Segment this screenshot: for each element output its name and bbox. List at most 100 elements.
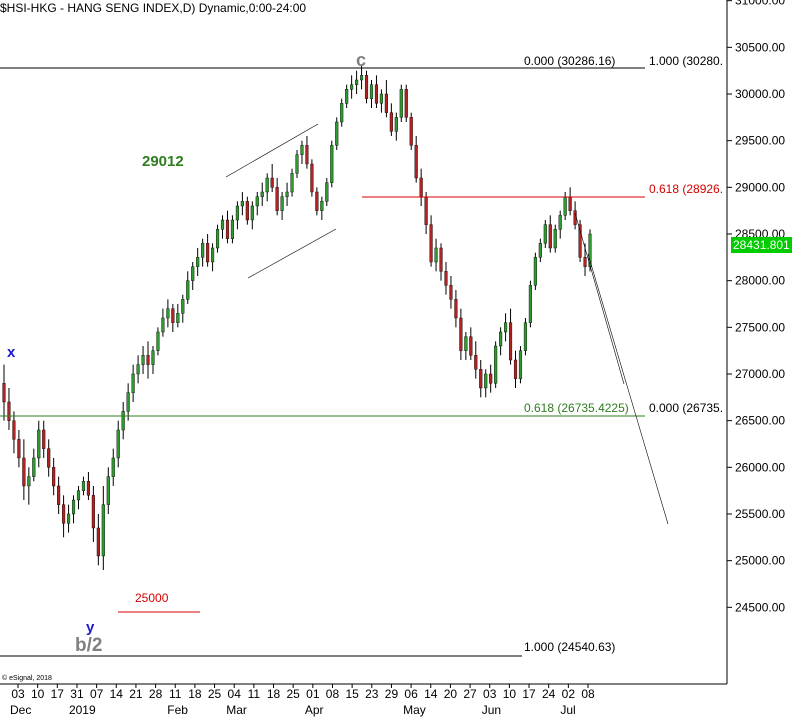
candle-body [76, 490, 81, 501]
candle-body [300, 145, 304, 155]
x-tick-label: 18 [188, 687, 202, 701]
candle-body [181, 299, 185, 314]
candle-body [444, 271, 448, 286]
fib-label-618-red: 0.618 (28926. [649, 182, 723, 196]
y-tick-label: 25500.00 [735, 507, 785, 521]
candle-body [335, 121, 339, 146]
candle-body [355, 79, 359, 85]
x-tick-label: 25 [286, 687, 300, 701]
x-axis-ticks: 03 10 17 31 07 14 21 28 11 18 25 04 11 18 25 01 08 15 23 29… [11, 684, 595, 701]
candle-body [71, 499, 76, 515]
x-month-label: Apr [305, 703, 324, 717]
wave-b2-label: b/2 [75, 635, 102, 656]
candle-body [424, 196, 428, 225]
candle-body [394, 117, 398, 132]
candle-body [464, 336, 468, 351]
candle-body [533, 257, 537, 286]
candle-body [374, 84, 379, 104]
candle-body [240, 201, 244, 207]
candles [2, 66, 592, 570]
level-25000-label: 25000 [135, 591, 169, 605]
candle-body [52, 467, 56, 487]
y-tick-label: 30500.00 [735, 40, 785, 54]
x-tick-label: 17 [522, 687, 536, 701]
candle-body [508, 322, 513, 361]
candle-body [7, 401, 11, 421]
x-tick-label: 02 [562, 687, 576, 701]
candle-body [364, 75, 369, 99]
candle-body [211, 247, 215, 263]
y-tick-label: 30000.00 [735, 87, 785, 101]
candle-body [260, 191, 264, 197]
candle-body [484, 373, 488, 389]
x-month-label: Jun [482, 703, 501, 717]
x-tick-label: 03 [483, 687, 497, 701]
target-29012-label: 29012 [142, 153, 184, 170]
candle-body [543, 224, 547, 244]
candle-body [22, 457, 26, 487]
candle-body [330, 145, 334, 183]
y-tick-label: 25000.00 [735, 554, 785, 568]
candle-body [404, 89, 408, 118]
x-tick-label: 06 [404, 687, 418, 701]
candle-body [27, 476, 31, 487]
x-tick-label: 29 [385, 687, 399, 701]
x-axis-month-labels: Dec 2019 Feb Mar Apr May Jun Jul [10, 703, 576, 717]
y-tick-label: 26000.00 [735, 460, 785, 474]
wave-y-label: y [86, 619, 95, 636]
projection-line-2 [587, 253, 669, 525]
candle-body [156, 331, 160, 351]
candle-body [206, 243, 210, 263]
candle-body [86, 481, 90, 496]
candle-body [2, 383, 6, 403]
x-tick-label: 08 [326, 687, 340, 701]
candle-body [280, 196, 284, 211]
candle-body [131, 373, 135, 393]
x-month-label: Dec [10, 703, 31, 717]
candle-body [245, 201, 249, 221]
candle-body [215, 229, 220, 249]
candle-body [136, 364, 140, 375]
copyright-text: © eSignal, 2018 [2, 674, 52, 682]
candle-body [62, 504, 66, 524]
x-tick-label: 08 [581, 687, 595, 701]
candle-body [538, 243, 542, 258]
candle-body [499, 331, 503, 347]
price-badge [731, 237, 792, 253]
candle-body [305, 145, 309, 165]
candle-body [310, 163, 314, 193]
fib-label-618-green: 0.618 (26735.4225) [524, 401, 629, 415]
y-tick-label: 26500.00 [735, 414, 785, 428]
x-month-label: Jul [560, 703, 575, 717]
x-tick-label: 14 [110, 687, 124, 701]
fib-label-bottom-right: 0.000 (26735. [649, 401, 723, 415]
candle-body [225, 219, 230, 239]
candle-body [345, 89, 349, 104]
x-tick-label: 14 [424, 687, 438, 701]
candle-body [320, 201, 324, 211]
candle-body [126, 392, 130, 412]
candle-body [419, 177, 423, 197]
candle-body [17, 439, 21, 459]
x-tick-label: 20 [444, 687, 458, 701]
candle-body [469, 336, 473, 356]
fib-label-bottom-left: 1.000 (24540.63) [524, 640, 615, 654]
candle-body [250, 205, 254, 221]
candle-body [528, 285, 532, 323]
y-tick-label: 28000.00 [735, 274, 785, 288]
x-month-label: Feb [167, 703, 188, 717]
x-tick-label: 04 [228, 687, 242, 701]
candle-body [439, 247, 443, 272]
wave-c-label: c [356, 50, 366, 70]
x-month-label: 2019 [69, 703, 96, 717]
candle-body [379, 93, 383, 104]
projection-line-1 [574, 212, 625, 385]
candle-body [255, 196, 259, 207]
candle-body [101, 504, 105, 557]
candle-body [459, 317, 463, 351]
candle-body [171, 308, 175, 323]
candle-body [220, 219, 225, 230]
x-tick-label: 21 [129, 687, 143, 701]
y-tick-label: 29500.00 [735, 134, 785, 148]
